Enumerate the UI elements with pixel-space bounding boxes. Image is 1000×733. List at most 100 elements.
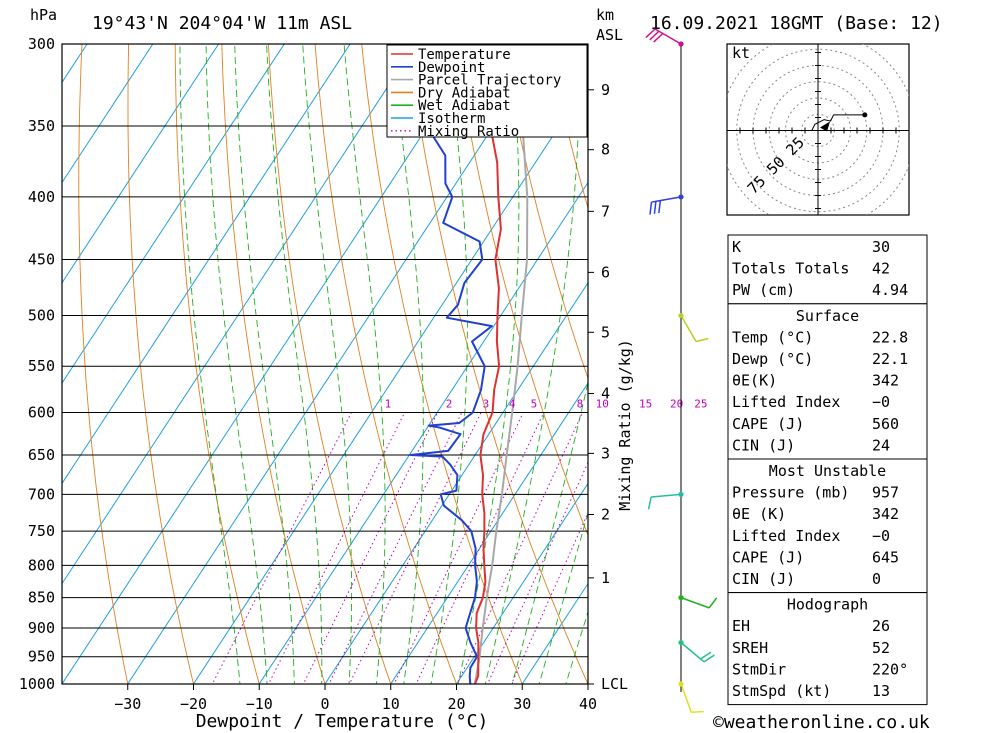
dry-adiabat-line — [314, 44, 457, 684]
mixing-ratio-label: 5 — [531, 397, 538, 410]
isotherm-line — [127, 44, 548, 684]
wind-barb-flag — [649, 202, 653, 215]
pressure-tick-label: 950 — [28, 648, 55, 666]
isotherm-line — [521, 582, 588, 684]
background-lines — [62, 26, 1000, 710]
wind-barb-flag — [649, 30, 660, 41]
hodograph-indices-box — [727, 592, 928, 706]
mixing-ratio-line — [268, 412, 406, 684]
general-indices-row-label: Totals Totals — [732, 260, 849, 278]
surface-indices-row-label: Temp (°C) — [732, 328, 813, 346]
surface-indices-row-label: Dewp (°C) — [732, 350, 813, 368]
wet-adiabat-line — [457, 44, 520, 684]
surface-indices-row-label: Lifted Index — [732, 393, 840, 411]
most-unstable-indices-row-label: Lifted Index — [732, 527, 840, 545]
wind-barb-flag — [691, 710, 704, 713]
wind-level-dot — [678, 639, 684, 646]
wind-barb-flag — [658, 200, 662, 214]
height-tick-label: LCL — [601, 675, 628, 693]
most-unstable-indices-title: Most Unstable — [769, 462, 886, 480]
dry-adiabat-line — [960, 26, 1000, 710]
x-tick-label: 40 — [579, 695, 597, 713]
height-tick-label: 9 — [601, 81, 610, 99]
wind-level-dot — [678, 595, 684, 601]
wet-adiabat-line — [302, 44, 353, 684]
height-tick-label: 1 — [601, 569, 610, 587]
wet-adiabat-line — [484, 44, 581, 684]
hodograph-indices-row-value: 26 — [872, 617, 890, 635]
wet-adiabat-line — [266, 44, 323, 684]
legend-label-wet_adiabat: Wet Adiabat — [418, 98, 511, 114]
wet-adiabat-line — [430, 44, 468, 684]
surface-indices-row-value: 22.8 — [872, 328, 908, 346]
pressure-tick-label: 500 — [28, 307, 55, 325]
mixing-ratio-label: 3 — [483, 397, 490, 410]
surface-indices-row-value: −0 — [872, 393, 890, 411]
legend-label-temperature: Temperature — [418, 47, 511, 63]
general-indices-row-label: K — [732, 238, 741, 256]
isobars — [62, 43, 588, 685]
pressure-unit-label: hPa — [30, 6, 57, 24]
height-unit-asl: ASL — [596, 26, 623, 44]
legend-label-parcel: Parcel Trajectory — [418, 73, 561, 89]
location-label: 19°43'N 204°04'W 11m ASL — [92, 13, 352, 34]
wind-barb-flag — [647, 496, 652, 510]
mixing-ratio-axis-title: Mixing Ratio (g/kg) — [616, 339, 634, 511]
legend-label-dewpoint: Dewpoint — [418, 60, 485, 76]
most-unstable-indices-row-value: 645 — [872, 548, 899, 566]
wind-barb-flag — [653, 32, 664, 43]
mixing-ratio-line — [348, 412, 482, 684]
wet-adiabat-line — [234, 44, 295, 684]
x-tick-label: 10 — [382, 695, 400, 713]
isotherm-line — [62, 44, 220, 284]
wind-barb — [651, 493, 682, 498]
wind-barb-flag — [645, 28, 656, 39]
surface-indices-row-value: 22.1 — [872, 350, 908, 368]
wind-level-dot — [678, 312, 684, 319]
pressure-tick-label: 550 — [28, 357, 55, 375]
general-indices-row-label: PW (cm) — [732, 281, 795, 299]
wind-barb — [680, 315, 697, 342]
most-unstable-indices-row-value: −0 — [872, 527, 890, 545]
temperature-line — [472, 44, 502, 684]
pressure-tick-label: 650 — [28, 446, 55, 464]
pressure-tick-label: 450 — [28, 251, 55, 269]
most-unstable-indices-row-value: 342 — [872, 505, 899, 523]
mixing-ratio-line — [456, 412, 584, 684]
legend-box — [386, 44, 588, 138]
x-tick-label: 0 — [320, 695, 329, 713]
pressure-tick-label: 350 — [28, 117, 55, 135]
wet-adiabat-line — [538, 511, 588, 684]
parcel-line — [473, 44, 529, 684]
wind-barb-flag — [653, 201, 657, 214]
most-unstable-indices-row-label: CIN (J) — [732, 570, 795, 588]
pressure-axis: 300 350 400 450 500 550 600 650 700 750 800 850 900 9… — [19, 35, 55, 693]
mixing-ratio-labels: 1 2 3 4 5 8 10 15 20 25 — [385, 397, 708, 410]
height-tick-label: 5 — [601, 323, 610, 341]
wind-profile — [645, 28, 718, 713]
x-tick-label: −20 — [180, 695, 207, 713]
legend-label-dry_adiabat: Dry Adiabat — [418, 85, 511, 101]
hodograph-indices-row-label: SREH — [732, 639, 768, 657]
general-indices-row-value: 42 — [872, 260, 890, 278]
pressure-tick-label: 600 — [28, 403, 55, 421]
wind-level-dot — [678, 194, 684, 200]
mixing-ratio-label: 15 — [639, 397, 652, 410]
dry-adiabat-line — [267, 44, 392, 684]
wind-level-dot — [678, 681, 684, 687]
general-indices-row-value: 30 — [872, 238, 890, 256]
mixing-ratio-line — [211, 412, 352, 684]
wind-barb — [680, 596, 710, 609]
isotherm-line — [62, 44, 154, 184]
mixing-ratio-line — [328, 412, 463, 684]
dry-adiabat-line — [361, 44, 523, 684]
general-indices-row-value: 4.94 — [872, 281, 908, 299]
height-axis: 9 8 7 6 5 4 3 2 1 LCL — [588, 81, 628, 693]
x-tick-label: 30 — [513, 695, 531, 713]
pressure-tick-label: 900 — [28, 619, 55, 637]
hodograph-unit-label: kt — [732, 44, 750, 62]
height-tick-label: 8 — [601, 141, 610, 159]
x-tick-label: −30 — [114, 695, 141, 713]
dry-adiabat-line — [78, 44, 129, 684]
